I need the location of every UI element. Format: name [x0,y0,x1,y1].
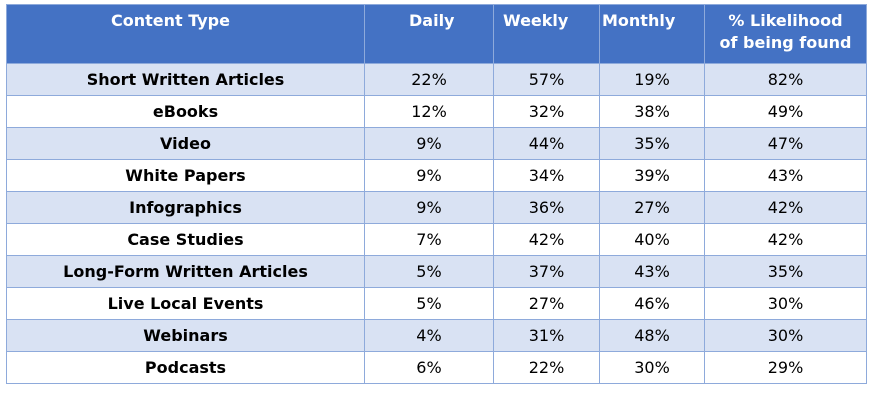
cell-content-type: Webinars [6,319,365,352]
cell-content-type: Infographics [6,191,365,224]
cell-daily: 12% [364,95,494,128]
table-row: Video 9% 44% 35% 47% [6,127,867,160]
cell-likelihood: 42% [704,191,867,224]
header-likelihood-line2: of being found [719,33,852,52]
cell-content-type: Podcasts [6,351,365,384]
cell-daily: 6% [364,351,494,384]
cell-monthly: 43% [599,255,705,288]
cell-monthly: 40% [599,223,705,256]
cell-monthly: 35% [599,127,705,160]
cell-likelihood: 35% [704,255,867,288]
cell-content-type: White Papers [6,159,365,192]
cell-likelihood: 82% [704,63,867,96]
cell-daily: 9% [364,127,494,160]
cell-likelihood: 29% [704,351,867,384]
cell-daily: 22% [364,63,494,96]
cell-weekly: 42% [493,223,600,256]
cell-content-type: Short Written Articles [6,63,365,96]
cell-daily: 7% [364,223,494,256]
table-row: White Papers 9% 34% 39% 43% [6,159,867,192]
cell-content-type: Live Local Events [6,287,365,320]
table-row: Webinars 4% 31% 48% 30% [6,319,867,352]
cell-weekly: 27% [493,287,600,320]
header-content-type: Content Type [6,4,365,64]
table-row: Live Local Events 5% 27% 46% 30% [6,287,867,320]
cell-weekly: 44% [493,127,600,160]
cell-monthly: 46% [599,287,705,320]
cell-daily: 5% [364,255,494,288]
cell-content-type: Case Studies [6,223,365,256]
header-monthly: Monthly [599,4,705,64]
cell-weekly: 32% [493,95,600,128]
cell-weekly: 22% [493,351,600,384]
cell-daily: 5% [364,287,494,320]
cell-monthly: 48% [599,319,705,352]
cell-weekly: 37% [493,255,600,288]
content-frequency-table-container: Content Type Daily Weekly Monthly % Like… [6,4,867,384]
cell-monthly: 30% [599,351,705,384]
header-daily: Daily [364,4,494,64]
cell-likelihood: 49% [704,95,867,128]
cell-likelihood: 30% [704,287,867,320]
cell-daily: 9% [364,191,494,224]
cell-likelihood: 30% [704,319,867,352]
cell-daily: 4% [364,319,494,352]
cell-content-type: eBooks [6,95,365,128]
cell-monthly: 38% [599,95,705,128]
cell-content-type: Long-Form Written Articles [6,255,365,288]
table-row: eBooks 12% 32% 38% 49% [6,95,867,128]
table-row: Long-Form Written Articles 5% 37% 43% 35… [6,255,867,288]
header-likelihood-line1: % Likelihood [728,11,843,30]
table-row: Infographics 9% 36% 27% 42% [6,191,867,224]
cell-weekly: 34% [493,159,600,192]
header-weekly: Weekly [493,4,600,64]
cell-likelihood: 42% [704,223,867,256]
cell-likelihood: 47% [704,127,867,160]
cell-monthly: 39% [599,159,705,192]
cell-weekly: 57% [493,63,600,96]
cell-weekly: 31% [493,319,600,352]
cell-content-type: Video [6,127,365,160]
cell-likelihood: 43% [704,159,867,192]
cell-monthly: 19% [599,63,705,96]
table-row: Case Studies 7% 42% 40% 42% [6,223,867,256]
cell-daily: 9% [364,159,494,192]
header-row: Content Type Daily Weekly Monthly % Like… [6,4,867,64]
cell-monthly: 27% [599,191,705,224]
content-frequency-table: Content Type Daily Weekly Monthly % Like… [6,4,867,384]
cell-weekly: 36% [493,191,600,224]
table-row: Short Written Articles 22% 57% 19% 82% [6,63,867,96]
header-likelihood: % Likelihood of being found [704,4,867,64]
table-row: Podcasts 6% 22% 30% 29% [6,351,867,384]
